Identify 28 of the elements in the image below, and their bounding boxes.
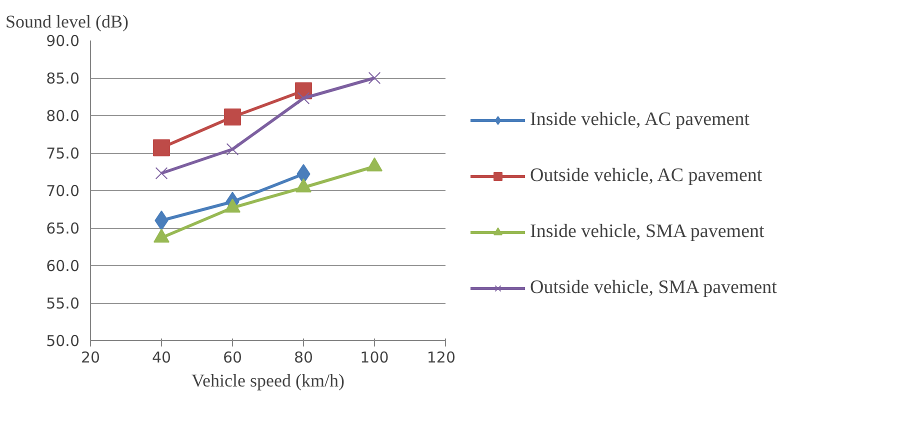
y-tick-label: 70.0 (46, 182, 80, 200)
point (153, 139, 170, 156)
y-axis-title: Sound level (dB) (6, 12, 128, 32)
point (154, 210, 168, 230)
y-tick-label: 50.0 (46, 332, 80, 350)
y-tick-label: 55.0 (46, 294, 80, 312)
x-tick-label: 20 (80, 348, 100, 366)
legend-label: Inside vehicle, SMA pavement (530, 220, 764, 242)
y-tick-label: 90.0 (46, 32, 80, 50)
legend-label: Outside vehicle, SMA pavement (530, 276, 777, 298)
x-axis-title: Vehicle speed (km/h) (192, 370, 344, 390)
y-tick-label: 80.0 (46, 107, 80, 125)
y-tick-label: 75.0 (46, 144, 80, 162)
legend-label: Inside vehicle, AC pavement (530, 108, 750, 130)
y-tick-label: 85.0 (46, 70, 80, 88)
y-tick-label: 65.0 (46, 220, 80, 238)
x-tick-label: 80 (294, 348, 314, 366)
point (297, 92, 310, 104)
point (155, 167, 168, 180)
point (224, 108, 241, 126)
legend-label: Outside vehicle, AC pavement (530, 164, 762, 186)
x-tick-label: 120 (426, 348, 456, 366)
x-tick-label: 60 (222, 348, 242, 366)
y-tick-label: 60.0 (46, 257, 80, 275)
point (226, 143, 239, 156)
x-tick-label: 100 (360, 348, 389, 366)
point (368, 72, 381, 84)
x-tick-label: 40 (152, 348, 172, 366)
